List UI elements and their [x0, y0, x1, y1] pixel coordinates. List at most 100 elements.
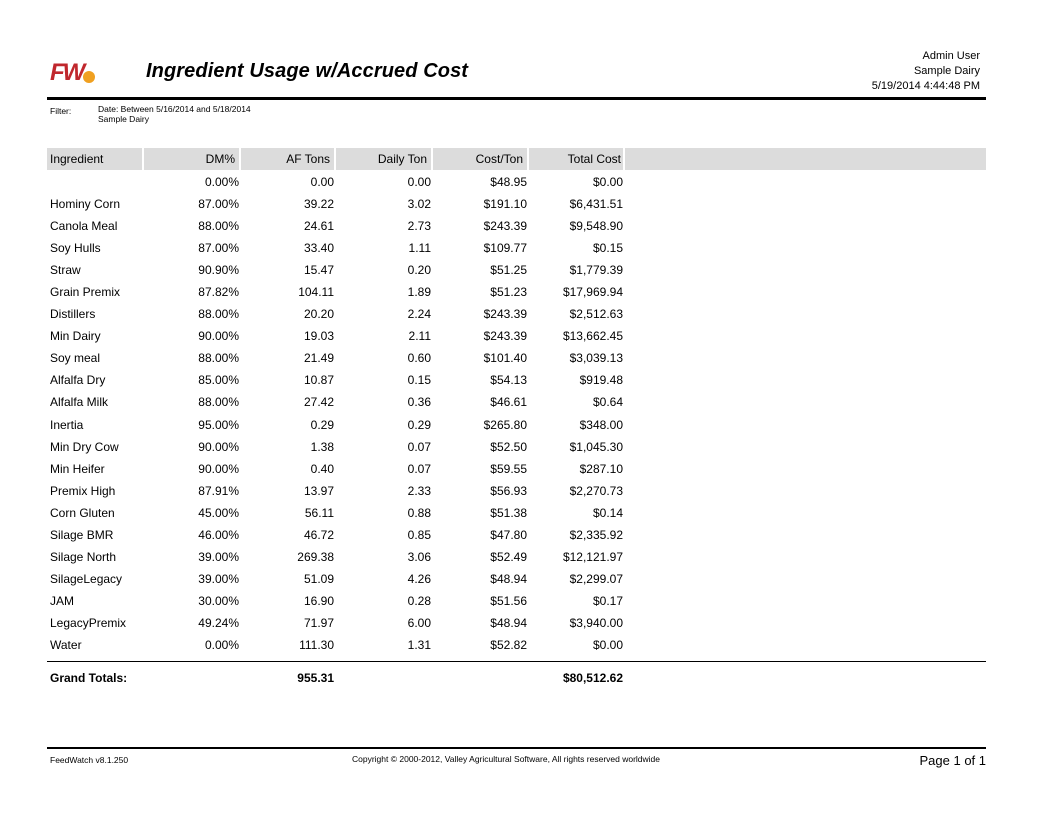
cell-dm: 90.90%: [198, 263, 239, 278]
cell-daily-ton: 2.24: [407, 307, 431, 322]
cell-dm: 30.00%: [198, 593, 239, 608]
cell-dm: 39.00%: [198, 571, 239, 586]
cell-daily-ton: 1.31: [407, 637, 431, 652]
table-row: Straw 90.90% 15.47 0.20 $51.25 $1,779.39: [47, 259, 986, 281]
cell-daily-ton: 3.02: [407, 197, 431, 212]
cell-af-tons: 19.03: [303, 329, 334, 344]
cell-total-cost: $3,940.00: [569, 615, 623, 630]
cell-cost-ton: $243.39: [483, 329, 527, 344]
table-row: Alfalfa Dry 85.00% 10.87 0.15 $54.13 $919.48: [47, 369, 986, 391]
cell-ingredient: Distillers: [50, 307, 96, 322]
cell-ingredient: Soy Hulls: [50, 241, 101, 256]
cell-ingredient: Straw: [50, 263, 81, 278]
cell-cost-ton: $191.10: [483, 197, 527, 212]
report-datetime: 5/19/2014 4:44:48 PM: [871, 80, 980, 92]
filter-criteria: Date: Between 5/16/2014 and 5/18/2014 Sa…: [98, 104, 251, 124]
cell-daily-ton: 0.15: [407, 373, 431, 388]
table-row: Corn Gluten 45.00% 56.11 0.88 $51.38 $0.14: [47, 502, 986, 524]
cell-daily-ton: 3.06: [407, 549, 431, 564]
cell-daily-ton: 0.07: [407, 439, 431, 454]
cell-cost-ton: $48.94: [490, 571, 527, 586]
cell-dm: 46.00%: [198, 527, 239, 542]
cell-daily-ton: 0.07: [407, 461, 431, 476]
cell-dm: 88.00%: [198, 351, 239, 366]
cell-daily-ton: 0.29: [407, 417, 431, 432]
cell-ingredient: Silage North: [50, 549, 117, 564]
filter-label: Filter:: [50, 106, 72, 116]
cell-dm: 88.00%: [198, 219, 239, 234]
table-row: Soy meal 88.00% 21.49 0.60 $101.40 $3,039.13: [47, 347, 986, 369]
cell-af-tons: 1.38: [310, 439, 334, 454]
cell-daily-ton: 1.89: [407, 285, 431, 300]
cell-af-tons: 71.97: [303, 615, 334, 630]
cell-ingredient: JAM: [50, 593, 74, 608]
table-row: Soy Hulls 87.00% 33.40 1.11 $109.77 $0.15: [47, 237, 986, 259]
cell-daily-ton: 0.00: [407, 175, 431, 189]
cell-af-tons: 104.11: [298, 285, 334, 300]
cell-cost-ton: $51.25: [490, 263, 527, 278]
cell-daily-ton: 0.88: [407, 505, 431, 520]
user-name: Admin User: [922, 50, 980, 62]
report-title: Ingredient Usage w/Accrued Cost: [146, 60, 469, 82]
column-header-ingredient: Ingredient: [47, 148, 144, 170]
cell-cost-ton: $48.95: [490, 175, 527, 189]
table-row: Silage BMR 46.00% 46.72 0.85 $47.80 $2,335.92: [47, 524, 986, 546]
filter-dairy: Sample Dairy: [98, 114, 150, 124]
cell-dm: 39.00%: [198, 549, 239, 564]
cell-cost-ton: $52.82: [490, 637, 527, 652]
cell-cost-ton: $265.80: [483, 417, 527, 432]
cell-af-tons: 0.29: [310, 417, 334, 432]
report-user-info: Admin User Sample Dairy 5/19/2014 4:44:4…: [872, 49, 980, 94]
cell-dm: 90.00%: [198, 439, 239, 454]
cell-cost-ton: $52.50: [490, 439, 527, 454]
cell-af-tons: 51.09: [303, 571, 334, 586]
cell-af-tons: 33.40: [303, 241, 334, 256]
table-header: Ingredient DM% AF Tons Daily Ton Cost/To…: [47, 148, 986, 170]
cell-dm: 0.00%: [204, 637, 239, 652]
cell-af-tons: 13.97: [303, 483, 334, 498]
cell-daily-ton: 0.85: [407, 527, 431, 542]
column-header-dm: DM%: [144, 148, 241, 170]
cell-dm: 88.00%: [198, 307, 239, 322]
cell-cost-ton: $51.56: [490, 593, 527, 608]
column-header-cost-ton: Cost/Ton: [433, 148, 529, 170]
cell-ingredient: Silage BMR: [50, 527, 114, 542]
cell-cost-ton: $54.13: [490, 373, 527, 388]
cell-dm: 85.00%: [198, 373, 239, 388]
cell-total-cost: $2,270.73: [569, 483, 623, 498]
cell-af-tons: 0.40: [310, 461, 334, 476]
cell-total-cost: $9,548.90: [569, 219, 623, 234]
cell-ingredient: Corn Gluten: [50, 505, 115, 520]
copyright-notice: Copyright © 2000-2012, Valley Agricultur…: [352, 754, 661, 764]
cell-total-cost: $0.64: [592, 395, 623, 410]
cell-daily-ton: 0.28: [407, 593, 431, 608]
cell-af-tons: 27.42: [303, 395, 334, 410]
filter-date-range: Date: Between 5/16/2014 and 5/18/2014: [98, 104, 251, 114]
table-row: Min Dairy 90.00% 19.03 2.11 $243.39 $13,662.4…: [47, 325, 986, 347]
grand-total-af-tons: 955.31: [297, 671, 334, 685]
cell-total-cost: $1,779.39: [569, 263, 623, 278]
title-divider: [47, 97, 986, 100]
cell-ingredient: Inertia: [50, 417, 84, 432]
table-row: Silage North 39.00% 269.38 3.06 $52.49 $12,12…: [47, 546, 986, 568]
cell-cost-ton: $46.61: [490, 395, 527, 410]
cell-af-tons: 269.38: [297, 549, 334, 564]
grand-totals-row: Grand Totals: 955.31 $80,512.62: [47, 667, 986, 689]
cell-ingredient: Water: [50, 637, 82, 652]
cell-dm: 90.00%: [198, 461, 239, 476]
cell-total-cost: $0.17: [592, 593, 623, 608]
cell-total-cost: $2,335.92: [569, 527, 623, 542]
table-row: SilageLegacy 39.00% 51.09 4.26 $48.94 $2,299.…: [47, 568, 986, 590]
cell-af-tons: 24.61: [303, 219, 334, 234]
cell-af-tons: 0.00: [310, 175, 334, 189]
grand-total-cost: $80,512.62: [562, 671, 623, 685]
cell-daily-ton: 1.11: [408, 241, 431, 256]
column-header-total-cost: Total Cost: [529, 148, 625, 170]
cell-ingredient: LegacyPremix: [50, 615, 127, 630]
table-row: 0.00% 0.00 0.00 $48.95 $0.00: [47, 171, 986, 193]
cell-total-cost: $17,969.94: [562, 285, 623, 300]
table-row: Water 0.00% 111.30 1.31 $52.82 $0.00: [47, 634, 986, 656]
table-body: 0.00% 0.00 0.00 $48.95 $0.00 Hominy Corn 87.00…: [47, 171, 986, 656]
cell-af-tons: 10.87: [303, 373, 334, 388]
cell-cost-ton: $52.49: [490, 549, 527, 564]
